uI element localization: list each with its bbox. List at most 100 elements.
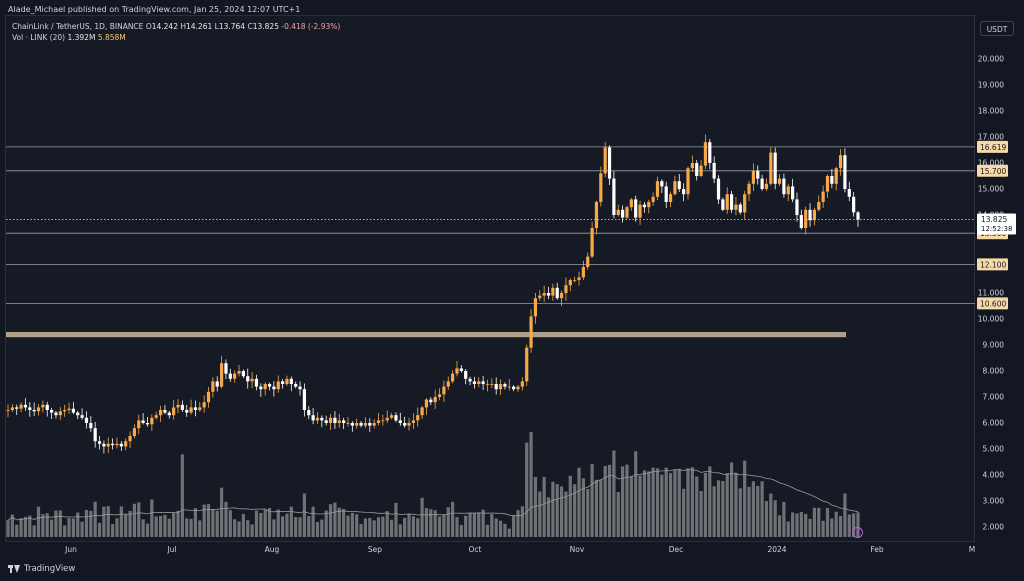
- volume-bar: [328, 504, 333, 537]
- candle-body: [246, 376, 250, 382]
- volume-bar: [281, 516, 285, 537]
- volume-bar: [189, 518, 193, 537]
- candle-body: [363, 423, 368, 426]
- candle-body: [843, 155, 847, 189]
- candle-body: [198, 407, 202, 410]
- volume-bar: [856, 512, 860, 537]
- candle-body: [799, 215, 803, 228]
- volume-bar: [128, 510, 132, 537]
- volume-bar: [385, 511, 389, 537]
- volume-bar: [272, 519, 276, 537]
- candle-body: [651, 196, 655, 202]
- lightning-icon[interactable]: ⚡: [852, 527, 863, 538]
- volume-bar: [573, 484, 577, 537]
- volume-bar: [84, 509, 89, 537]
- volume-bar: [729, 462, 734, 537]
- volume-bar: [219, 487, 224, 537]
- volume-bar: [185, 518, 189, 537]
- volume-bar: [477, 513, 481, 537]
- volume-bar: [259, 512, 263, 537]
- candle-body: [804, 209, 808, 228]
- candle-body: [599, 173, 603, 202]
- candle-body: [106, 443, 110, 447]
- volume-bar: [799, 511, 803, 537]
- volume-bar: [791, 512, 795, 537]
- tradingview-logo[interactable]: TradingView: [8, 564, 75, 574]
- time-tick-label: Dec: [669, 545, 684, 554]
- price-tick-label: 19.000: [978, 81, 1004, 90]
- candle-body: [333, 417, 337, 423]
- volume-bar: [429, 509, 433, 537]
- volume-bar: [782, 501, 786, 537]
- symbol-name[interactable]: ChainLink / TetherUS, 1D, BINANCE: [12, 22, 144, 31]
- volume-bar: [612, 450, 616, 537]
- volume-bar: [852, 513, 856, 537]
- candle-body: [206, 391, 211, 403]
- candle-body: [32, 410, 36, 412]
- candle-body: [276, 381, 280, 390]
- candle-body: [350, 423, 354, 426]
- candle-body: [769, 152, 773, 184]
- volume-bar: [516, 510, 520, 537]
- volume-value: 1.392M: [67, 33, 96, 42]
- volume-bar: [80, 521, 84, 537]
- volume-bar: [651, 467, 655, 537]
- price-tick-label: 2.000: [983, 523, 1005, 532]
- volume-bar: [503, 523, 507, 537]
- candle-body: [490, 384, 494, 385]
- candle-body: [542, 293, 546, 296]
- candle-body: [498, 384, 503, 390]
- candle-body: [512, 386, 516, 390]
- volume-bar: [298, 517, 302, 537]
- candle-body: [734, 204, 738, 210]
- volume-bar: [180, 454, 184, 537]
- volume-bar: [664, 467, 668, 537]
- candle-body: [472, 381, 477, 384]
- volume-bar: [263, 509, 267, 537]
- volume-bar: [529, 432, 533, 537]
- candle-body: [468, 378, 472, 382]
- volume-bar: [28, 515, 32, 537]
- volume-bar: [812, 507, 817, 537]
- level-label: 16.619: [980, 143, 1006, 152]
- footer-bar: [0, 561, 1024, 581]
- volume-bar: [507, 528, 511, 537]
- candle-body: [119, 443, 123, 447]
- candle-body: [852, 196, 856, 213]
- volume-bar: [276, 509, 280, 537]
- candle-body: [233, 373, 237, 379]
- candle-body: [782, 178, 786, 195]
- volume-bar: [629, 476, 633, 537]
- price-tick-label: 5.000: [983, 445, 1005, 454]
- candle-body: [154, 415, 158, 418]
- volume-bar: [682, 488, 686, 537]
- volume-bar: [708, 466, 712, 537]
- volume-bar: [660, 474, 664, 537]
- volume-bar: [137, 502, 141, 537]
- volume-bar: [154, 516, 158, 537]
- volume-bar: [324, 510, 328, 537]
- volume-label[interactable]: Vol · LINK (20): [12, 33, 66, 42]
- price-tick-label: 17.000: [978, 133, 1004, 142]
- last-price-label: 13.825: [981, 215, 1007, 224]
- volume-bar: [141, 519, 145, 537]
- currency-button[interactable]: USDT: [980, 21, 1014, 36]
- volume-bar: [777, 515, 782, 537]
- volume-bar: [315, 522, 320, 537]
- volume-bar: [45, 513, 49, 537]
- price-tick-label: 6.000: [983, 419, 1005, 428]
- candle-body: [808, 209, 812, 221]
- candle-body: [546, 293, 551, 296]
- candle-body: [655, 181, 660, 197]
- volume-bar: [830, 518, 834, 537]
- candle-body: [751, 170, 755, 184]
- candle-body: [668, 194, 673, 202]
- time-tick-label: Feb: [870, 545, 884, 554]
- candle-body: [590, 228, 594, 257]
- open-label: O: [145, 22, 152, 31]
- volume-bar: [512, 515, 516, 537]
- candle-body: [533, 298, 538, 317]
- volume-bar: [464, 515, 468, 537]
- volume-bar: [647, 471, 651, 537]
